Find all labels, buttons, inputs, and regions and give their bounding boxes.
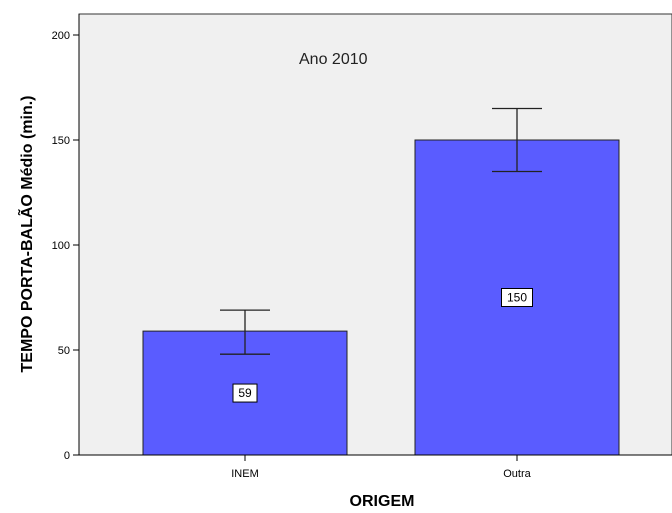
data-label-box [501, 288, 533, 307]
y-axis-title: TEMPO PORTA-BALÃO Médio (min.) [16, 95, 36, 372]
y-tick-label: 50 [58, 345, 70, 357]
y-tick-label: 0 [64, 450, 70, 462]
x-axis-title: ORIGEM [350, 493, 415, 510]
data-labels: 59 150 [232, 288, 533, 403]
x-tick-label: INEM [231, 468, 259, 480]
error-bars [220, 107, 542, 355]
axes [78, 14, 672, 456]
data-label-text: 150 [507, 291, 527, 305]
y-ticks: 0 50 100 150 200 [52, 30, 79, 462]
x-tick-label: Outra [503, 468, 531, 480]
data-label-outra: 150 [501, 288, 533, 307]
data-label-inem: 59 [232, 383, 258, 403]
data-label-text: 59 [238, 386, 252, 400]
chart-annotation: Ano 2010 [299, 51, 368, 68]
y-tick-label: 150 [52, 135, 70, 147]
error-bar-inem [220, 309, 270, 355]
data-label-box [232, 383, 258, 403]
y-tick-label: 200 [52, 30, 70, 42]
x-ticks: INEM Outra [231, 455, 532, 480]
error-bar-outra [492, 107, 542, 173]
y-tick-label: 100 [52, 240, 70, 252]
